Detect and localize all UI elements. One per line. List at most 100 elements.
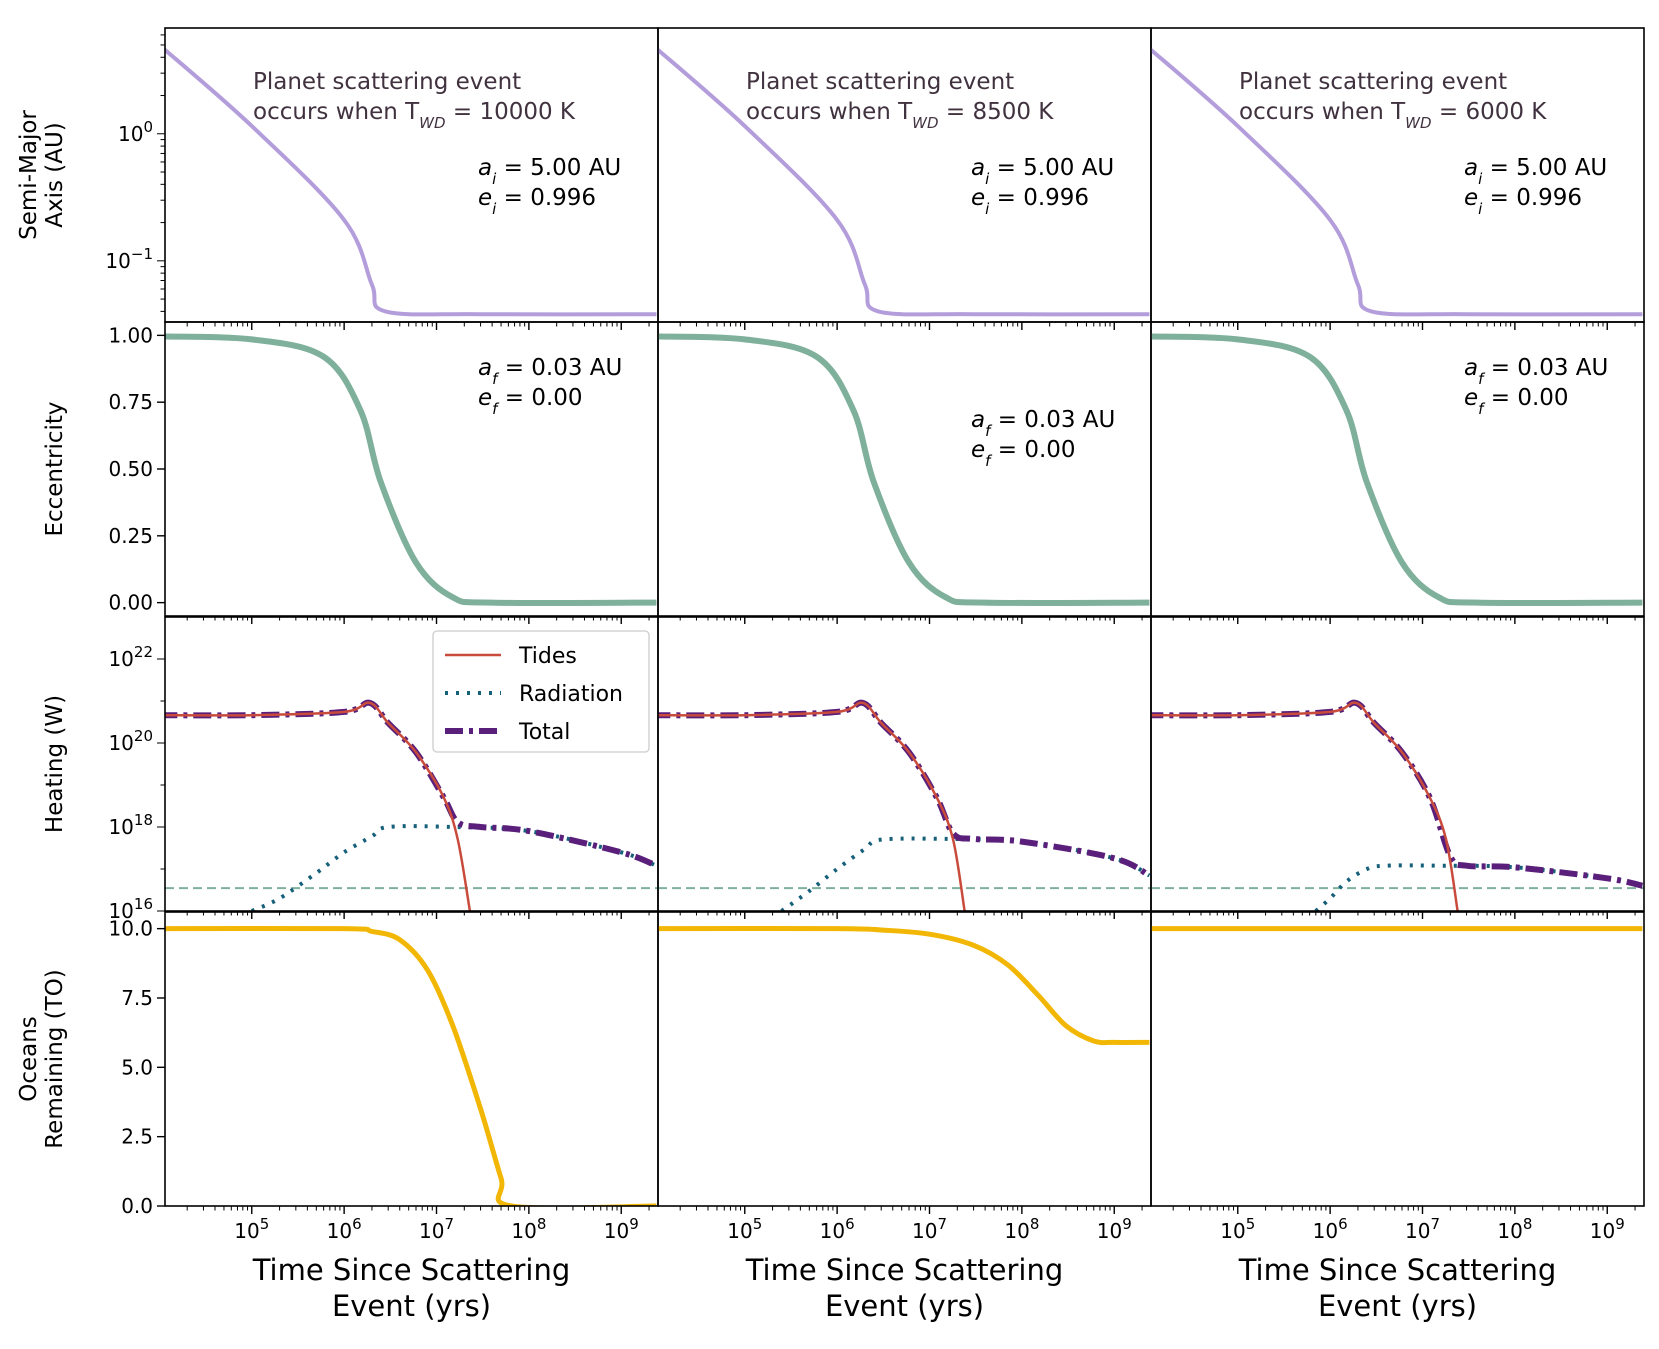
y-tick-label: 0.75 [108, 390, 153, 414]
y-tick-label: 10.0 [108, 917, 153, 941]
x-tick-label: 109 [1097, 1215, 1132, 1243]
y-axis-labels: Semi-Major Axis (AU) Eccentricity Heating (… [16, 110, 68, 1149]
y-axis-label: Axis (AU) [42, 122, 68, 228]
final-semi-major-annotation: af = 0.03 AU [478, 355, 622, 388]
x-tick-label: 108 [1497, 1215, 1532, 1243]
y-axis-label: Heating (W) [42, 695, 68, 833]
x-axis-label: Time Since Scattering [1238, 1253, 1557, 1287]
panel-r0-c2: Planet scattering event occurs when TWD =… [1150, 27, 1645, 330]
initial-eccentricity-annotation: ei = 0.996 [1464, 185, 1582, 218]
x-axis-label: Time Since Scattering [745, 1253, 1064, 1287]
semi-major-series-line [658, 47, 1150, 317]
initial-semi-major-annotation: ai = 5.00 AU [1464, 155, 1607, 188]
panel-r3-c1 [657, 911, 1152, 1214]
total-series-line [1151, 699, 1644, 889]
y-tick-label: 1020 [108, 727, 153, 755]
panel-r2-c1 [657, 616, 1152, 919]
scenario-title-line1: Planet scattering event [1239, 69, 1507, 95]
legend-box [432, 630, 650, 753]
legend-label-radiation: Radiation [519, 682, 623, 707]
y-tick-label: 100 [118, 118, 153, 146]
panel-content [1151, 699, 1644, 911]
eccentricity-series-line [165, 333, 657, 606]
x-tick-label: 106 [327, 1215, 362, 1243]
oceans-series-line [658, 926, 1150, 1046]
panel-frame [164, 911, 659, 1207]
panel-content [1151, 333, 1643, 606]
y-tick-label: 1018 [108, 811, 153, 839]
x-tick-label: 106 [820, 1215, 855, 1243]
y-tick-label: 5.0 [121, 1055, 153, 1079]
panel-frame [1150, 911, 1645, 1207]
x-axis-label: Event (yrs) [825, 1289, 984, 1323]
radiation-series-line [780, 836, 1151, 911]
panel-content [658, 333, 1150, 606]
panel-content [658, 47, 1150, 317]
eccentricity-series-line [1151, 333, 1643, 606]
x-tick-label: 106 [1313, 1215, 1348, 1243]
panel-frame [657, 321, 1152, 617]
x-tick-label: 107 [419, 1215, 454, 1243]
panel-frame [1150, 321, 1645, 617]
panel-content [658, 699, 1151, 911]
panel-frame [657, 911, 1152, 1207]
scenario-title-line2: occurs when TWD = 10000 K [253, 99, 576, 132]
tides-series-line [1151, 701, 1459, 911]
scenario-title-line1: Planet scattering event [746, 69, 1014, 95]
initial-eccentricity-annotation: ei = 0.996 [971, 185, 1089, 218]
final-eccentricity-annotation: ef = 0.00 [1464, 385, 1569, 418]
initial-semi-major-annotation: ai = 5.00 AU [478, 155, 621, 188]
panel-r0-c0: 100 10−1 Planet scattering event occurs whe… [105, 27, 659, 330]
semi-major-series-line [1151, 47, 1643, 317]
x-tick-label: 105 [727, 1215, 762, 1243]
final-semi-major-annotation: af = 0.03 AU [971, 407, 1115, 440]
y-axis-label: Eccentricity [42, 401, 68, 536]
panel-content [165, 925, 657, 1206]
semi-major-series-line [165, 47, 657, 317]
panel-r2-c2 [1150, 616, 1645, 919]
y-tick-label: 2.5 [121, 1125, 153, 1149]
panel-content [658, 926, 1150, 1046]
tides-series-line [658, 701, 966, 911]
tides-series-line [165, 701, 472, 911]
x-tick-label: 107 [912, 1215, 947, 1243]
legend: Tides Radiation Total [432, 630, 650, 753]
x-tick-label: 107 [1405, 1215, 1440, 1243]
radiation-series-line [1314, 863, 1643, 911]
x-tick-label: 108 [1004, 1215, 1039, 1243]
y-tick-label: 1.00 [108, 323, 153, 347]
panel-frame [657, 616, 1152, 912]
panel-content [1151, 47, 1643, 317]
scenario-title-line2: occurs when TWD = 6000 K [1239, 99, 1547, 132]
panel-r3-c2 [1150, 911, 1645, 1214]
x-axis-label: Event (yrs) [1318, 1289, 1477, 1323]
initial-semi-major-annotation: ai = 5.00 AU [971, 155, 1114, 188]
y-tick-label: 10−1 [105, 245, 153, 273]
final-semi-major-annotation: af = 0.03 AU [1464, 355, 1608, 388]
legend-label-total: Total [518, 720, 570, 745]
panel-r0-c1: Planet scattering event occurs when TWD =… [657, 27, 1152, 330]
x-axis-label: Time Since Scattering [252, 1253, 571, 1287]
y-tick-label: 7.5 [121, 986, 153, 1010]
final-eccentricity-annotation: ef = 0.00 [971, 437, 1076, 470]
panel-content [165, 47, 657, 317]
y-tick-label: 0.50 [108, 457, 153, 481]
final-eccentricity-annotation: ef = 0.00 [478, 385, 583, 418]
panel-content [165, 333, 657, 606]
total-series-line [165, 699, 658, 869]
y-tick-label: 1016 [108, 895, 153, 923]
plot-area: 100 10−1 Planet scattering event occurs whe… [105, 27, 1645, 1218]
legend-label-tides: Tides [518, 644, 577, 669]
y-axis-label: Oceans [16, 1016, 42, 1102]
panel-content [165, 699, 658, 911]
x-tick-label: 108 [511, 1215, 546, 1243]
panel-r3-c0: 0.0 2.5 5.0 7.5 10.0 [108, 911, 659, 1218]
x-axis-label: Event (yrs) [332, 1289, 491, 1323]
scenario-title-line2: occurs when TWD = 8500 K [746, 99, 1054, 132]
y-tick-label: 0.25 [108, 524, 153, 548]
